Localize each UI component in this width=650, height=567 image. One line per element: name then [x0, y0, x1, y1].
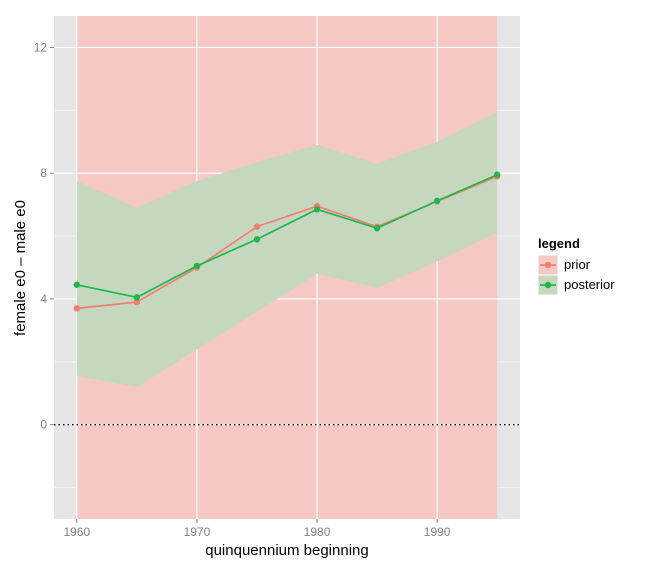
x-tick-label: 1990 — [424, 525, 451, 539]
x-tick-label: 1960 — [63, 525, 90, 539]
y-tick-label: 4 — [40, 292, 47, 306]
x-tick-label: 1970 — [184, 525, 211, 539]
posterior-band — [76, 111, 498, 387]
posterior-point — [253, 236, 261, 243]
y-tick-label: 8 — [40, 166, 47, 180]
legend-point-posterior — [544, 281, 552, 289]
posterior-point — [193, 262, 201, 270]
posterior-point — [133, 294, 141, 301]
series-layer — [73, 171, 501, 312]
x-axis: 1960 1970 1980 1990 — [63, 519, 451, 539]
prior-point — [253, 223, 261, 230]
legend-title: legend — [538, 236, 580, 251]
legend-entry-posterior: posterior — [537, 274, 615, 296]
legend-point-prior — [544, 261, 552, 269]
legend-entry-prior: prior — [537, 254, 591, 276]
prior-point — [73, 305, 81, 312]
y-axis-title: female e0 – male e0 — [12, 200, 29, 336]
posterior-point — [433, 197, 441, 205]
legend-label-prior: prior — [564, 257, 591, 272]
x-tick-label: 1980 — [304, 525, 331, 539]
prior-point — [133, 298, 141, 306]
y-axis: 0 4 8 12 — [34, 40, 54, 432]
y-tick-label: 0 — [40, 418, 47, 432]
posterior-point — [313, 206, 321, 213]
posterior-point — [493, 171, 501, 178]
series-posterior — [73, 171, 501, 301]
posterior-point — [73, 281, 81, 288]
posterior-band-layer — [76, 111, 498, 387]
x-axis-title: quinquennium beginning — [205, 542, 368, 559]
y-tick-label: 12 — [34, 40, 48, 54]
legend-label-posterior: posterior — [564, 277, 615, 292]
posterior-line — [76, 173, 498, 299]
posterior-point — [373, 225, 381, 232]
legend: legend prior posterior — [537, 236, 615, 296]
